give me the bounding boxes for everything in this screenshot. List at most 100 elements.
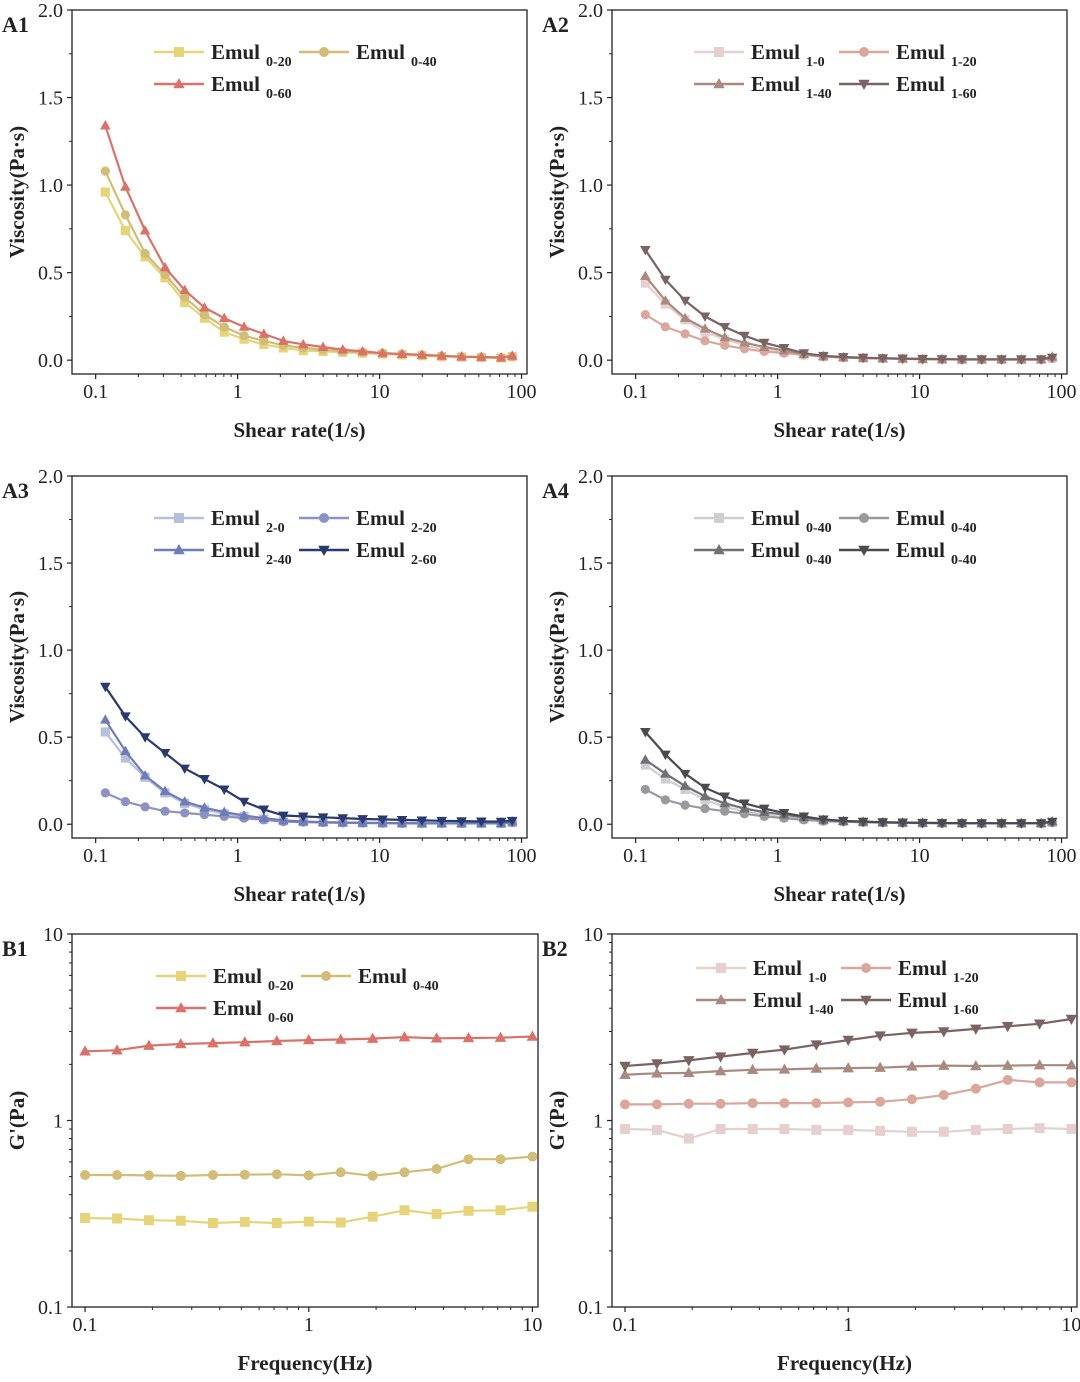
legend-item: Emul 1-0 — [694, 40, 825, 70]
legend-subscript: 2-60 — [411, 553, 437, 568]
data-point — [139, 225, 151, 235]
series-a2-3 — [640, 245, 1058, 365]
y-tick-label: 1 — [53, 1111, 63, 1133]
legend-name: Emul — [356, 40, 405, 64]
data-point — [219, 322, 229, 332]
x-tick-label: 1 — [843, 1314, 853, 1336]
legend-item: Emul 0-40 — [694, 506, 832, 536]
legend-name: Emul — [753, 956, 802, 980]
legend-item: Emul 1-60 — [841, 988, 979, 1018]
legend-subscript: 0-40 — [951, 521, 977, 536]
data-point — [679, 769, 691, 780]
y-tick-label: 1.0 — [578, 175, 603, 197]
data-point — [857, 817, 869, 828]
data-point — [818, 351, 829, 362]
chart-panel-a3: 0.1 1 10 100 0.0 0.5 1.0 1.5 2.0 Shear rate(1/s) V… — [2, 466, 537, 906]
legend-name: Emul — [751, 40, 800, 64]
data-point — [317, 341, 329, 351]
legend-name: Emul — [211, 538, 260, 562]
data-point — [810, 1040, 823, 1051]
legend-item: Emul 0-60 — [156, 996, 294, 1026]
data-point — [739, 331, 750, 342]
data-point — [640, 245, 651, 256]
data-point — [651, 1067, 663, 1078]
data-point — [970, 1024, 982, 1035]
data-point — [1002, 1074, 1013, 1085]
data-point — [719, 331, 731, 342]
data-point — [713, 544, 725, 555]
data-point — [139, 733, 151, 743]
data-point — [366, 1032, 379, 1043]
legend-subscript: 2-20 — [411, 521, 437, 536]
data-point — [1065, 1014, 1078, 1026]
series-line — [104, 686, 513, 823]
data-point — [495, 352, 507, 362]
data-point — [660, 322, 671, 332]
data-point — [143, 1170, 154, 1181]
data-point — [714, 47, 724, 57]
legend-subscript: 1-0 — [806, 55, 825, 70]
y-axis-label: Viscosity(Pa·s) — [545, 126, 569, 258]
legend-item: Emul 1-20 — [841, 956, 979, 986]
legend-name: Emul — [896, 40, 945, 64]
data-point — [207, 1170, 218, 1181]
data-point — [176, 971, 186, 981]
y-tick-label: 2.0 — [38, 466, 63, 488]
x-tick-label: 100 — [507, 381, 537, 403]
x-axis-label: Frequency(Hz) — [777, 1351, 912, 1375]
data-point — [811, 1124, 822, 1135]
data-point — [679, 296, 691, 307]
data-point — [640, 754, 651, 764]
data-point — [1033, 1019, 1046, 1030]
data-point — [271, 1034, 283, 1046]
legend-item: Emul 1-20 — [839, 40, 977, 70]
x-tick-label: 1 — [304, 1314, 314, 1336]
legend-item: Emul 0-20 — [154, 40, 292, 70]
data-point — [120, 226, 131, 236]
series-a3-3 — [100, 682, 518, 828]
data-point — [180, 292, 190, 302]
data-point — [858, 545, 870, 556]
series-line — [644, 249, 1053, 361]
x-tick-label: 10 — [1061, 1314, 1080, 1336]
data-point — [1066, 1124, 1077, 1135]
legend-name: Emul — [356, 506, 405, 530]
data-point — [970, 1059, 982, 1071]
data-point — [906, 1028, 918, 1039]
data-point — [739, 337, 750, 347]
data-point — [906, 1126, 917, 1137]
data-point — [337, 814, 349, 824]
legend: Emul 2-0 Emul 2-20 Emul 2-40 Emul 2-60 — [154, 506, 437, 568]
y-tick-label: 1.5 — [38, 553, 63, 575]
legend: Emul 0-20 Emul 0-40 Emul 0-60 — [154, 40, 437, 102]
panel-label: A1 — [2, 12, 29, 37]
data-point — [936, 819, 948, 829]
y-tick-label: 2.0 — [578, 0, 603, 22]
data-point — [699, 783, 711, 794]
data-point — [858, 79, 870, 90]
legend-item: Emul 1-40 — [694, 72, 832, 102]
data-point — [100, 187, 110, 197]
data-point — [506, 350, 518, 360]
data-point — [747, 1098, 758, 1109]
data-point — [976, 355, 988, 365]
data-point — [207, 1037, 219, 1048]
data-point — [335, 1167, 346, 1178]
plot-frame — [71, 9, 528, 375]
legend-name: Emul — [213, 996, 262, 1020]
data-point — [651, 1124, 662, 1135]
series-line — [104, 125, 513, 359]
data-point — [746, 1048, 759, 1060]
data-point — [303, 1170, 314, 1181]
x-tick-label: 0.1 — [623, 381, 648, 403]
legend-subscript: 0-60 — [268, 1011, 294, 1026]
panel-label: B2 — [542, 936, 568, 961]
data-point — [720, 806, 730, 816]
y-axis-label: Viscosity(Pa·s) — [5, 126, 29, 258]
data-point — [874, 1031, 886, 1042]
x-tick-label: 100 — [507, 845, 537, 867]
legend-name: Emul — [211, 40, 260, 64]
data-point — [120, 753, 131, 763]
data-point — [218, 806, 230, 816]
data-point — [651, 1059, 663, 1070]
